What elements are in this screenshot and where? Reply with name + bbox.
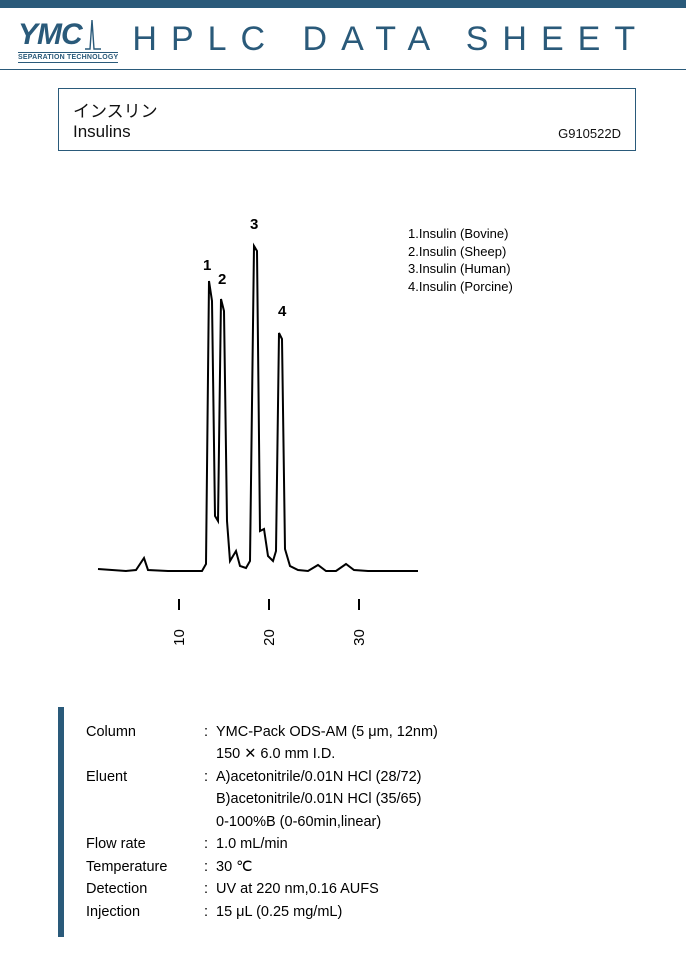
param-sub-value: 150 ✕ 6.0 mm I.D. — [86, 743, 622, 765]
sample-box: インスリン Insulins G910522D — [58, 88, 636, 151]
legend-item: 4.Insulin (Porcine) — [408, 278, 513, 296]
peak-number-label: 2 — [218, 271, 226, 288]
param-value: YMC-Pack ODS-AM (5 μm, 12nm) — [216, 721, 622, 743]
top-accent-bar — [0, 0, 686, 8]
logo: YMC SEPARATION TECHNOLOGY — [18, 16, 118, 63]
peak-number-label: 4 — [278, 303, 286, 320]
param-label: Flow rate — [86, 833, 204, 855]
param-row: Detection:UV at 220 nm,0.16 AUFS — [86, 878, 622, 900]
logo-peak-icon — [84, 16, 102, 50]
param-colon: : — [204, 878, 216, 900]
param-value: 15 μL (0.25 mg/mL) — [216, 901, 622, 923]
param-label: Detection — [86, 878, 204, 900]
param-row: Eluent:A)acetonitrile/0.01N HCl (28/72) — [86, 766, 622, 788]
param-sub-value: 0-100%B (0-60min,linear) — [86, 811, 622, 833]
chromatogram-chart — [78, 221, 438, 651]
param-row: Injection:15 μL (0.25 mg/mL) — [86, 901, 622, 923]
param-colon: : — [204, 856, 216, 878]
param-value: A)acetonitrile/0.01N HCl (28/72) — [216, 766, 622, 788]
param-value: 30 ℃ — [216, 856, 622, 878]
x-tick-label: 20 — [261, 629, 278, 646]
param-value: 1.0 mL/min — [216, 833, 622, 855]
param-row: Flow rate:1.0 mL/min — [86, 833, 622, 855]
legend-item: 2.Insulin (Sheep) — [408, 243, 513, 261]
param-colon: : — [204, 766, 216, 788]
x-tick — [358, 599, 360, 610]
logo-subtitle: SEPARATION TECHNOLOGY — [18, 52, 118, 63]
sample-name-en: Insulins — [73, 122, 621, 142]
logo-text: YMC — [18, 20, 82, 50]
param-colon: : — [204, 833, 216, 855]
param-label: Eluent — [86, 766, 204, 788]
sample-code: G910522D — [558, 126, 621, 141]
peak-legend: 1.Insulin (Bovine) 2.Insulin (Sheep) 3.I… — [408, 225, 513, 295]
param-label: Column — [86, 721, 204, 743]
param-value: UV at 220 nm,0.16 AUFS — [216, 878, 622, 900]
sample-name-jp: インスリン — [73, 97, 621, 122]
peak-number-label: 3 — [250, 216, 258, 233]
x-tick-label: 30 — [351, 629, 368, 646]
legend-item: 3.Insulin (Human) — [408, 260, 513, 278]
param-label: Injection — [86, 901, 204, 923]
legend-item: 1.Insulin (Bovine) — [408, 225, 513, 243]
x-tick — [268, 599, 270, 610]
param-colon: : — [204, 721, 216, 743]
header: YMC SEPARATION TECHNOLOGY HPLC DATA SHEE… — [0, 8, 686, 70]
parameters-box: Column:YMC-Pack ODS-AM (5 μm, 12nm)150 ✕… — [58, 707, 636, 937]
chromatogram-area: 1234 1.Insulin (Bovine) 2.Insulin (Sheep… — [58, 221, 636, 681]
x-tick-label: 10 — [171, 629, 188, 646]
page-title: HPLC DATA SHEET — [132, 20, 649, 59]
param-colon: : — [204, 901, 216, 923]
param-row: Column:YMC-Pack ODS-AM (5 μm, 12nm) — [86, 721, 622, 743]
x-tick — [178, 599, 180, 610]
peak-number-label: 1 — [203, 257, 211, 274]
param-label: Temperature — [86, 856, 204, 878]
param-row: Temperature:30 ℃ — [86, 856, 622, 878]
param-sub-value: B)acetonitrile/0.01N HCl (35/65) — [86, 788, 622, 810]
